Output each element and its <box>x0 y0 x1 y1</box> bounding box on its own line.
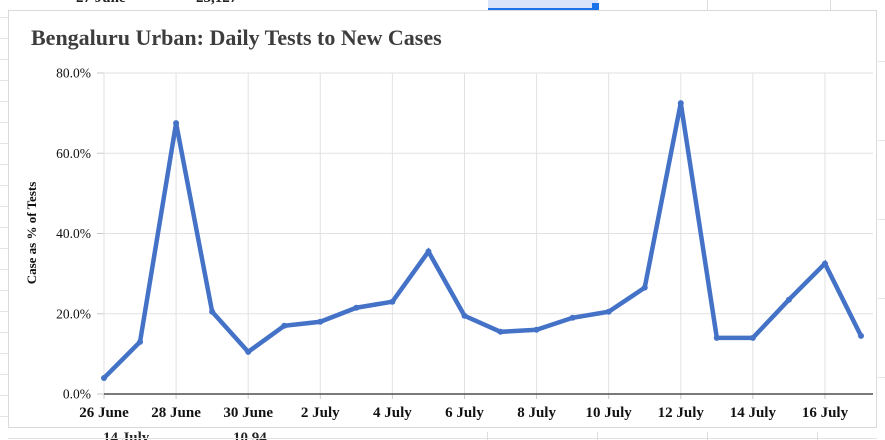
data-point-marker <box>713 334 720 341</box>
x-tick-label: 4 July <box>373 405 412 421</box>
data-point-marker <box>137 338 144 345</box>
x-tick-label: 26 June <box>79 405 129 421</box>
sheet-right-margin <box>878 0 885 440</box>
y-axis-title: Case as % of Tests <box>24 181 39 285</box>
cell-border <box>597 432 598 440</box>
x-tick-label: 16 July <box>802 405 849 421</box>
x-tick-label: 10 July <box>586 405 633 421</box>
series-line <box>102 102 864 380</box>
x-tick-label: 6 July <box>445 405 484 421</box>
spreadsheet-row-above[interactable]: 27 June 23,127 <box>8 0 877 10</box>
data-point-marker <box>173 120 180 127</box>
y-tick-label: 20.0% <box>56 306 91 321</box>
data-point-marker <box>317 318 324 325</box>
y-tick-label: 0.0% <box>63 387 91 402</box>
selection-fill-handle[interactable] <box>592 3 599 10</box>
cell-border <box>707 0 708 10</box>
data-point-marker <box>677 100 684 107</box>
data-point-marker <box>569 314 576 321</box>
data-point-marker <box>858 332 864 339</box>
data-point-marker <box>389 298 396 305</box>
x-tick-label: 12 July <box>658 405 705 421</box>
data-point-marker <box>425 248 432 255</box>
data-point-marker <box>821 260 828 267</box>
spreadsheet-row-below[interactable]: 14 July 10,94 <box>8 428 877 440</box>
data-point-marker <box>209 308 216 315</box>
sheet-left-margin <box>0 0 8 440</box>
x-tick-label: 14 July <box>730 405 777 421</box>
data-point-marker <box>605 308 612 315</box>
data-point-marker <box>245 348 252 355</box>
data-point-marker <box>101 374 107 381</box>
data-point-marker <box>281 322 288 329</box>
data-point-marker <box>497 328 504 335</box>
row-border <box>8 438 877 439</box>
data-point-marker <box>461 312 468 319</box>
cell-text-fragment: 27 June <box>76 0 126 6</box>
data-point-marker <box>641 284 648 291</box>
data-point-marker <box>749 334 756 341</box>
data-point-marker <box>785 296 792 303</box>
cell-text-fragment: 14 July <box>103 430 150 440</box>
cell-text-fragment: 23,127 <box>196 0 237 6</box>
cell-border <box>707 432 708 440</box>
cell-border <box>487 432 488 440</box>
data-point-marker <box>533 326 540 333</box>
y-tick-label: 80.0% <box>56 66 91 81</box>
cell-border <box>830 0 831 10</box>
x-tick-label: 2 July <box>301 405 340 421</box>
x-tick-label: 28 June <box>151 405 201 421</box>
y-tick-label: 60.0% <box>56 146 91 161</box>
x-tick-label: 30 June <box>223 405 273 421</box>
line-chart: 0.0% 20.0% 40.0% 60.0% 80.0% 26 June 28 June 30… <box>56 66 873 421</box>
chart-card[interactable]: Bengaluru Urban: Daily Tests to New Case… <box>8 10 877 428</box>
y-tick-label: 40.0% <box>56 226 91 241</box>
cell-border <box>817 432 818 440</box>
x-tick-label: 8 July <box>517 405 556 421</box>
data-point-marker <box>353 304 360 311</box>
chart-title: Bengaluru Urban: Daily Tests to New Case… <box>31 25 442 50</box>
selected-cell-range[interactable] <box>488 0 598 10</box>
cell-text-fragment: 10,94 <box>233 430 267 440</box>
